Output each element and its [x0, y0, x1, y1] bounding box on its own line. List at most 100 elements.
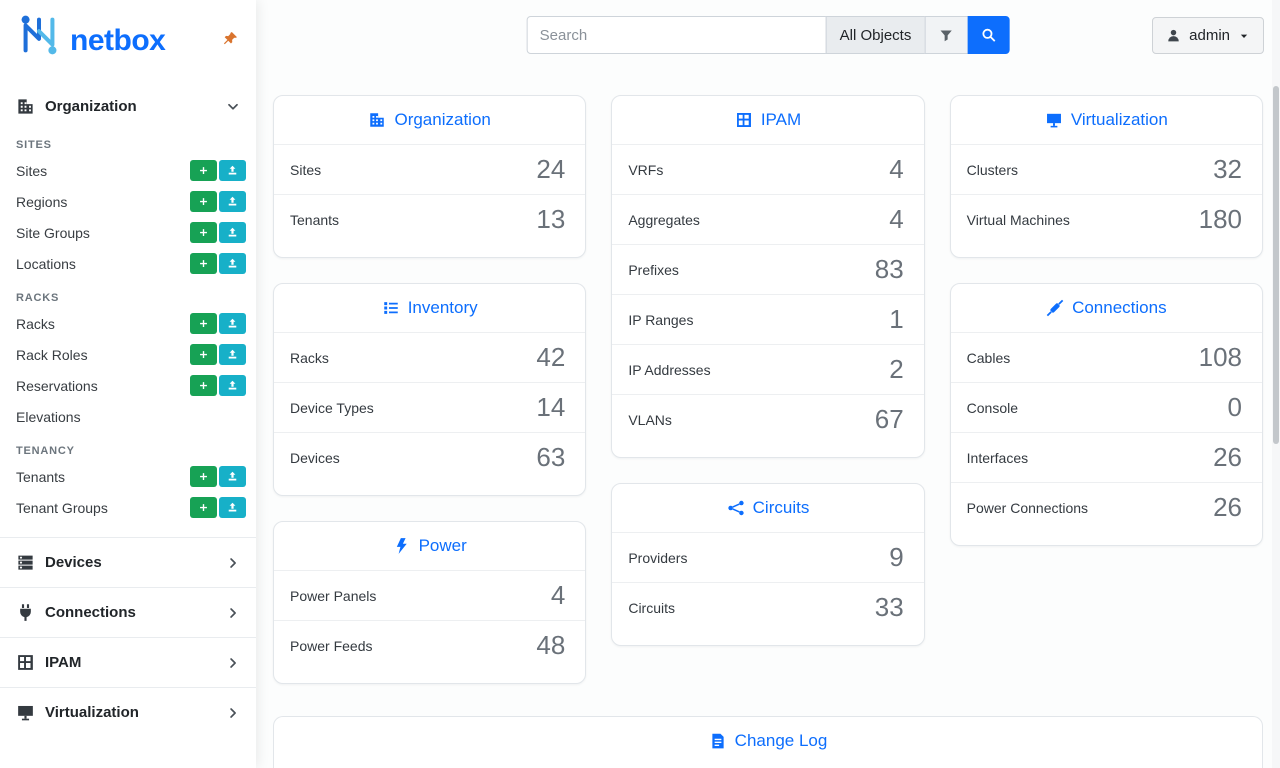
stat-label[interactable]: Cables	[966, 349, 1011, 366]
change-log-title[interactable]: Change Log	[274, 717, 1262, 765]
add-site-groups-button[interactable]	[190, 222, 217, 243]
stat-value[interactable]: 26	[1213, 492, 1242, 522]
search-input[interactable]	[526, 16, 827, 54]
stat-value[interactable]: 32	[1213, 154, 1242, 184]
import-reservations-button[interactable]	[219, 375, 246, 396]
plug-icon	[16, 603, 35, 622]
cable-icon	[1046, 299, 1064, 317]
import-regions-button[interactable]	[219, 191, 246, 212]
add-rack-roles-button[interactable]	[190, 344, 217, 365]
import-racks-button[interactable]	[219, 313, 246, 334]
import-tenants-button[interactable]	[219, 466, 246, 487]
sidebar-menu-ipam[interactable]: IPAM	[0, 637, 256, 687]
add-racks-button[interactable]	[190, 313, 217, 334]
sidebar-menu-connections[interactable]: Connections	[0, 587, 256, 637]
stat-value[interactable]: 14	[536, 392, 566, 422]
sidebar-item-link[interactable]: Locations	[16, 255, 76, 272]
search-submit-button[interactable]	[967, 16, 1010, 54]
stat-label[interactable]: IP Addresses	[628, 361, 711, 378]
filter-button[interactable]	[924, 16, 969, 54]
stat-label[interactable]: Prefixes	[628, 261, 679, 278]
card-title[interactable]: Circuits	[612, 484, 923, 532]
stat-label[interactable]: Circuits	[628, 599, 675, 616]
stat-label[interactable]: Virtual Machines	[966, 211, 1070, 228]
stat-label[interactable]: Tenants	[290, 211, 340, 228]
stat-value[interactable]: 180	[1198, 204, 1242, 234]
stat-label[interactable]: Devices	[290, 449, 340, 466]
stat-value[interactable]: 1	[889, 304, 904, 334]
stat-value[interactable]: 42	[536, 342, 566, 372]
stat-value[interactable]: 63	[536, 442, 566, 472]
stat-label[interactable]: Power Panels	[290, 587, 377, 604]
stat-label[interactable]: Aggregates	[628, 211, 700, 228]
user-menu-button[interactable]: admin	[1152, 17, 1264, 54]
add-reservations-button[interactable]	[190, 375, 217, 396]
sidebar-item-link[interactable]: Tenants	[16, 468, 66, 485]
stat-value[interactable]: 4	[889, 154, 904, 184]
card-title[interactable]: IPAM	[612, 96, 923, 144]
sidebar-item-rack-roles: Rack Roles	[0, 339, 256, 370]
add-tenant-groups-button[interactable]	[190, 497, 217, 518]
sidebar-item-link[interactable]: Rack Roles	[16, 346, 88, 363]
stat-label[interactable]: Clusters	[966, 161, 1019, 178]
stat-label[interactable]: Interfaces	[966, 449, 1029, 466]
plus-icon	[198, 258, 209, 269]
stat-label[interactable]: Racks	[290, 349, 329, 366]
sidebar-menu-organization[interactable]: Organization	[0, 87, 256, 126]
stat-label[interactable]: Power Feeds	[290, 637, 373, 654]
sidebar-item-link[interactable]: Tenant Groups	[16, 499, 108, 516]
pin-button[interactable]	[219, 27, 242, 54]
sidebar-item-link[interactable]: Regions	[16, 193, 68, 210]
stat-value[interactable]: 4	[550, 580, 566, 610]
stat-value[interactable]: 108	[1198, 342, 1242, 372]
stat-value[interactable]: 33	[874, 592, 904, 622]
stat-value[interactable]: 24	[536, 154, 566, 184]
sidebar-menu-devices[interactable]: Devices	[0, 537, 256, 587]
add-tenants-button[interactable]	[190, 466, 217, 487]
stat-value[interactable]: 26	[1213, 442, 1242, 472]
stat-value[interactable]: 2	[889, 354, 904, 384]
add-regions-button[interactable]	[190, 191, 217, 212]
sidebar-item-link[interactable]: Racks	[16, 315, 55, 332]
add-sites-button[interactable]	[190, 160, 217, 181]
stat-value[interactable]: 13	[536, 204, 566, 234]
stat-label[interactable]: Console	[966, 399, 1019, 416]
card-ipam: IPAM VRFs 4 Aggregates 4 Prefixes 83 IP Ranges 1…	[611, 95, 925, 458]
stat-row-aggregates: Aggregates 4	[612, 194, 924, 244]
import-sites-button[interactable]	[219, 160, 246, 181]
card-power: Power Power Panels 4 Power Feeds 48	[273, 521, 587, 684]
card-title[interactable]: Virtualization	[951, 96, 1262, 144]
stat-label[interactable]: VLANs	[628, 411, 672, 428]
netbox-logo[interactable]: netbox	[16, 12, 166, 69]
stat-value[interactable]: 0	[1227, 392, 1242, 422]
stat-label[interactable]: Providers	[628, 549, 688, 566]
stat-value[interactable]: 67	[874, 404, 904, 434]
add-locations-button[interactable]	[190, 253, 217, 274]
stat-label[interactable]: VRFs	[628, 161, 664, 178]
search-icon	[980, 27, 996, 43]
stat-label[interactable]: Sites	[290, 161, 322, 178]
stat-value[interactable]: 48	[536, 630, 566, 660]
sidebar-item-link[interactable]: Reservations	[16, 377, 98, 394]
card-change-log: Change Log	[273, 716, 1263, 768]
stat-label[interactable]: Power Connections	[966, 499, 1089, 516]
object-type-button[interactable]: All Objects	[825, 16, 926, 54]
stat-value[interactable]: 83	[874, 254, 904, 284]
card-title[interactable]: Organization	[274, 96, 585, 144]
stat-label[interactable]: Device Types	[290, 399, 374, 416]
import-locations-button[interactable]	[219, 253, 246, 274]
sidebar-item-link[interactable]: Site Groups	[16, 224, 90, 241]
stat-value[interactable]: 9	[889, 542, 904, 572]
import-rack-roles-button[interactable]	[219, 344, 246, 365]
import-site-groups-button[interactable]	[219, 222, 246, 243]
stat-label[interactable]: IP Ranges	[628, 311, 694, 328]
import-tenant-groups-button[interactable]	[219, 497, 246, 518]
sidebar-item-link[interactable]: Sites	[16, 162, 48, 179]
sidebar-menu-virtualization[interactable]: Virtualization	[0, 687, 256, 737]
sidebar-item-link[interactable]: Elevations	[16, 408, 81, 425]
stat-value[interactable]: 4	[889, 204, 904, 234]
card-title[interactable]: Inventory	[274, 284, 585, 332]
card-title[interactable]: Connections	[951, 284, 1262, 332]
scrollbar-thumb[interactable]	[1273, 86, 1279, 444]
card-title[interactable]: Power	[274, 522, 585, 570]
